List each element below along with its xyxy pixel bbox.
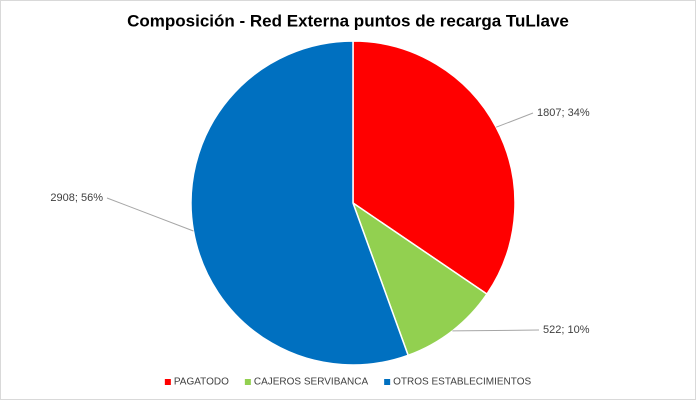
data-label: 2908; 56%	[50, 192, 103, 204]
leader-line	[496, 112, 534, 128]
legend-swatch	[384, 379, 391, 385]
leader-line	[106, 197, 194, 232]
leader-line	[452, 329, 540, 332]
chart-title: Composición - Red Externa puntos de reca…	[127, 11, 569, 30]
data-label: 522; 10%	[543, 324, 590, 336]
pie-slice	[352, 40, 516, 296]
legend-label: OTROS ESTABLECIMIENTOS	[393, 377, 531, 388]
legend: PAGATODO CAJEROS SERVIBANCA OTROS ESTABLEC…	[164, 377, 531, 388]
legend-swatch	[164, 379, 171, 385]
legend-label: CAJEROS SERVIBANCA	[254, 377, 369, 388]
legend-swatch	[244, 379, 251, 385]
legend-label: PAGATODO	[174, 377, 229, 388]
data-label: 1807; 34%	[537, 107, 590, 119]
pie-slice	[351, 201, 489, 357]
